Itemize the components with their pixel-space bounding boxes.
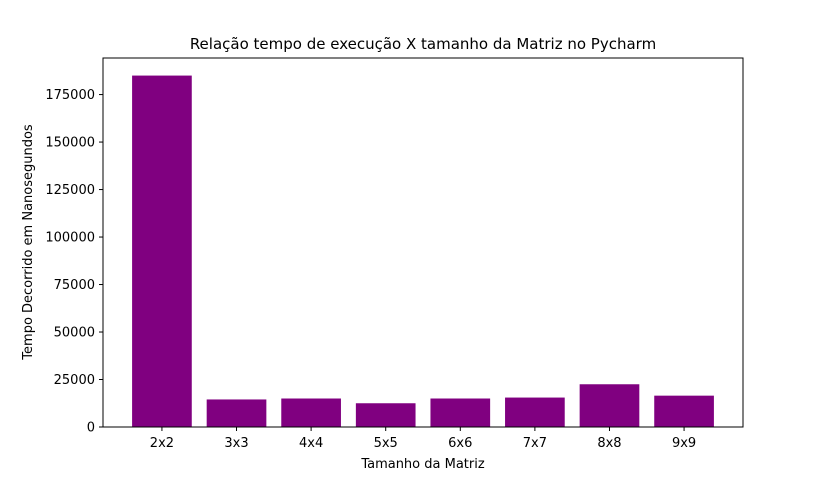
y-axis: 0 25000 50000 75000 100000 125000 150000 175000 [45, 88, 103, 436]
y-tick-label-150000: 150000 [45, 136, 95, 151]
plot-frame [102, 57, 744, 428]
bar-2x2 [132, 75, 192, 428]
chart-title: Relação tempo de execução X tamanho da M… [190, 35, 656, 53]
y-tick-label-100000: 100000 [45, 231, 95, 246]
bar-8x8 [579, 384, 640, 427]
y-tick-label-50000: 50000 [54, 326, 95, 341]
x-axis-label: Tamanho da Matriz [360, 457, 485, 472]
x-tick-label-6x6: 6x6 [448, 436, 472, 451]
bar-9x9 [654, 395, 714, 427]
x-tick-label-2x2: 2x2 [150, 436, 174, 451]
x-tick-label-7x7: 7x7 [523, 436, 547, 451]
x-tick-label-3x3: 3x3 [224, 436, 248, 451]
y-tick-label-175000: 175000 [45, 88, 95, 103]
y-tick-label-125000: 125000 [45, 183, 95, 198]
bar-5x5 [355, 403, 416, 427]
x-tick-label-4x4: 4x4 [299, 436, 323, 451]
x-tick-label-9x9: 9x9 [672, 436, 696, 451]
bar-6x6 [430, 398, 491, 427]
bar-3x3 [206, 399, 267, 427]
y-tick-label-0: 0 [87, 421, 95, 436]
y-tick-label-25000: 25000 [54, 373, 95, 388]
y-tick-label-75000: 75000 [54, 278, 95, 293]
y-axis-label: Tempo Decorrido em Nanosegundos [21, 124, 36, 361]
x-tick-label-8x8: 8x8 [597, 436, 621, 451]
bars-group [132, 75, 714, 428]
x-tick-label-5x5: 5x5 [374, 436, 398, 451]
bar-7x7 [505, 397, 565, 427]
bar-4x4 [281, 398, 341, 427]
x-axis: 2x2 3x3 4x4 5x5 6x6 7x7 8x8 9x9 [150, 427, 696, 451]
